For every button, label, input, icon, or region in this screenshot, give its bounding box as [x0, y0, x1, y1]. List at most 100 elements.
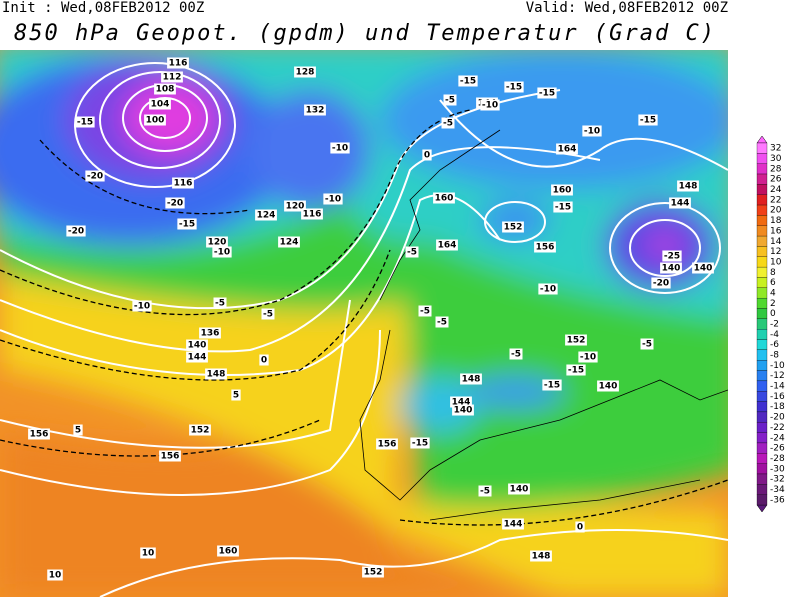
- colorbar-box: [756, 473, 768, 485]
- contour-label-box: [304, 104, 326, 116]
- colorbar-box: [756, 204, 768, 216]
- contour-label-box: [362, 566, 384, 578]
- contour-label-box: [502, 518, 524, 530]
- contour-label: -15: [412, 439, 428, 449]
- contour-label-box: [144, 114, 166, 126]
- contour-label: -10: [584, 127, 600, 137]
- colorbar-label: -4: [770, 330, 779, 340]
- contour-label: 160: [435, 194, 454, 204]
- contour-label-box: [231, 389, 241, 401]
- contour-label: -15: [640, 116, 656, 126]
- contour-label-box: [566, 364, 586, 376]
- contour-label-box: [85, 170, 105, 182]
- valid-time: Valid: Wed,08FEB2012 00Z: [526, 0, 728, 16]
- contour-label-box: [450, 396, 472, 408]
- contour-label: 144: [188, 353, 207, 363]
- contour-label-box: [478, 485, 492, 497]
- contour-label: 10: [49, 571, 62, 581]
- contour-label-box: [212, 246, 232, 258]
- contour-label-box: [660, 262, 682, 274]
- contour-label: 144: [504, 520, 523, 530]
- colorbar-label: -14: [770, 382, 785, 392]
- colorbar-box: [756, 349, 768, 361]
- contour-label: -5: [443, 119, 453, 129]
- colorbar-label: 12: [770, 247, 781, 257]
- contour-label-box: [213, 297, 227, 309]
- contour-label-box: [418, 305, 432, 317]
- colorbar-label: 14: [770, 237, 782, 247]
- contour-label-box: [259, 354, 269, 366]
- colorbar-label: -22: [770, 423, 785, 433]
- colorbar-box: [756, 277, 768, 288]
- contour-label: 140: [454, 406, 473, 416]
- contour-label-box: [323, 193, 343, 205]
- contour-label: 128: [296, 68, 315, 78]
- colorbar-box: [756, 308, 768, 319]
- colorbar-box: [756, 194, 768, 206]
- contour-label-box: [458, 75, 478, 87]
- contour-label-box: [177, 218, 197, 230]
- contour-label: -15: [568, 366, 584, 376]
- contour-label: 144: [452, 398, 471, 408]
- colorbar-box: [756, 287, 768, 299]
- contour-label: 116: [169, 59, 188, 69]
- contour-label: 156: [161, 452, 180, 462]
- colorbar-label: 20: [770, 206, 782, 216]
- contour-label-box: [504, 81, 524, 93]
- map-title: 850 hPa Geopot. (gpdm) und Temperatur (G…: [14, 21, 714, 46]
- contour-label-box: [669, 197, 691, 209]
- contour-label: 144: [671, 199, 690, 209]
- colorbar-label: -8: [770, 351, 779, 361]
- contour-label-box: [154, 83, 176, 95]
- colorbar-label: 4: [770, 288, 776, 298]
- colorbar-box: [756, 225, 768, 237]
- colorbar-box: [756, 370, 768, 382]
- contour-label: -15: [77, 118, 93, 128]
- contour-label-box: [330, 142, 350, 154]
- colorbar-box: [756, 173, 768, 185]
- contour-label: -20: [653, 279, 669, 289]
- contour-label-box: [149, 98, 171, 110]
- colorbar-label: 28: [770, 164, 782, 174]
- contour-label: 5: [75, 426, 81, 436]
- contour-label: -5: [407, 248, 417, 258]
- contour-label: 140: [694, 264, 713, 274]
- contour-label: -15: [460, 77, 476, 87]
- contour-label-box: [435, 316, 449, 328]
- colorbar-box: [756, 422, 768, 433]
- contour-label-box: [278, 236, 300, 248]
- contour-label-box: [538, 283, 558, 295]
- contour-label: 108: [156, 85, 175, 95]
- contour-label-box: [651, 277, 671, 289]
- contour-label: 160: [219, 547, 238, 557]
- colorbar-label: 18: [770, 216, 782, 226]
- contour-label-box: [422, 149, 432, 161]
- colorbar-box: [756, 266, 768, 278]
- contour-label: 140: [662, 264, 681, 274]
- contour-label-box: [301, 208, 323, 220]
- colorbar-box: [756, 297, 768, 309]
- contour-label: 140: [599, 382, 618, 392]
- colorbar-box: [756, 380, 768, 392]
- colorbar-box: [756, 494, 768, 506]
- contour-label: 100: [146, 116, 165, 126]
- contour-label-box: [542, 379, 562, 391]
- colorbar-label: 8: [770, 268, 776, 278]
- colorbar-label: -34: [770, 485, 785, 495]
- colorbar-box: [756, 339, 768, 351]
- colorbar-label: 10: [770, 257, 782, 267]
- colorbar-label: 2: [770, 299, 776, 309]
- contour-label-box: [172, 177, 194, 189]
- colorbar-box: [756, 153, 768, 164]
- contour-label-box: [161, 71, 183, 83]
- colorbar-label: 32: [770, 144, 781, 154]
- contour-label: -15: [506, 83, 522, 93]
- contour-label: -5: [263, 310, 273, 320]
- contour-label-box: [578, 351, 598, 363]
- contour-label-box: [441, 117, 455, 129]
- contour-label-box: [75, 116, 95, 128]
- contour-label-box: [508, 483, 530, 495]
- contour-label: -15: [555, 203, 571, 213]
- contour-label-box: [189, 424, 211, 436]
